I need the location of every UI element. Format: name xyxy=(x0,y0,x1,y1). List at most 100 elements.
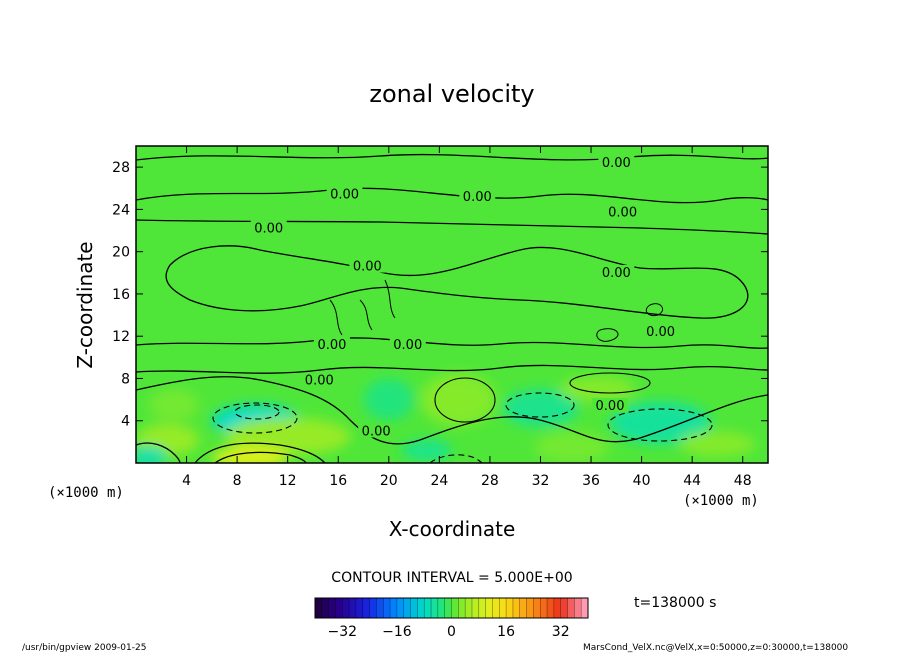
colorbar-cell xyxy=(362,598,371,618)
colorbar-cell xyxy=(519,598,528,618)
contour-label: 0.00 xyxy=(317,338,346,353)
contour-label-bg xyxy=(598,264,635,279)
contour-line-negative xyxy=(505,392,575,418)
contour-label-bg xyxy=(326,186,363,201)
colorbar-cell xyxy=(526,598,534,618)
colorbar-cell xyxy=(328,598,337,618)
colorbar-cell xyxy=(424,598,432,618)
plot-area: 0.00 0.00 0.00 0.00 0.00 0.00 0.00 0.00 0.00 0.00… xyxy=(135,145,769,464)
colorbar-cell xyxy=(547,598,555,618)
y-tick-label: 4 xyxy=(121,414,130,430)
colorbar-cell xyxy=(560,598,569,618)
x-tick-label: 48 xyxy=(734,473,752,489)
contour-label: 0.00 xyxy=(305,374,334,389)
colorbar-cell xyxy=(485,598,494,618)
x-tick-label: 12 xyxy=(279,473,297,489)
colorbar-cell xyxy=(403,598,412,618)
colorbar-cell xyxy=(321,598,330,618)
colorbar-tick-label: 16 xyxy=(497,624,515,640)
colorbar-tick-label: 0 xyxy=(447,624,456,640)
contour-line xyxy=(214,451,307,463)
field-region xyxy=(401,439,452,461)
contour-label: 0.00 xyxy=(602,266,631,281)
contour-line-negative xyxy=(234,404,280,420)
colorbar-cell xyxy=(553,598,562,618)
contour-label-bg xyxy=(349,258,386,273)
field-region xyxy=(148,389,200,421)
contour-line xyxy=(434,377,496,423)
contour-label: 0.00 xyxy=(608,206,637,221)
x-tick-label: 4 xyxy=(182,473,191,489)
field-region xyxy=(534,431,610,463)
y-tick-label: 28 xyxy=(112,160,130,176)
x-axis-label: X-coordinate xyxy=(389,517,516,541)
x-tick-label: 40 xyxy=(633,473,651,489)
colorbar-cell xyxy=(581,598,589,618)
colorbar-cell xyxy=(533,598,541,618)
colorbar-cell xyxy=(315,598,323,618)
field-region xyxy=(224,417,351,456)
contour-label-bg xyxy=(459,188,496,203)
contour-line-negative xyxy=(607,408,713,442)
colorbar-cell xyxy=(410,598,418,618)
colorbar-tick-label: −32 xyxy=(328,624,358,640)
contour-label: 0.00 xyxy=(362,424,391,439)
contour-label-bg xyxy=(301,372,338,387)
colorbar-cell xyxy=(349,598,357,618)
footer-left: /usr/bin/gpview 2009-01-25 xyxy=(22,643,146,653)
contour-label-bg xyxy=(592,398,628,413)
colorbar-cell xyxy=(512,598,521,618)
field-region xyxy=(610,401,712,444)
contour-label-bg xyxy=(642,324,679,339)
colorbar-tick-label: −16 xyxy=(382,624,412,640)
field-region xyxy=(420,373,497,427)
contour-label-bg xyxy=(389,336,426,351)
contour-line xyxy=(194,442,326,463)
contour-line xyxy=(136,153,768,161)
contour-label-bg xyxy=(604,204,641,219)
field-region xyxy=(679,431,756,457)
colorbar-cell xyxy=(478,598,487,618)
y-tick-label: 16 xyxy=(112,287,130,303)
contour-label: 0.00 xyxy=(463,190,492,205)
time-text: t=138000 s xyxy=(634,595,716,611)
colorbar-cell xyxy=(567,598,575,618)
colorbar-cell xyxy=(506,598,514,618)
colorbar-cell xyxy=(396,598,405,618)
contour-label-bg xyxy=(250,220,287,235)
colorbar-cell xyxy=(390,598,398,618)
field-region xyxy=(136,446,168,463)
x-unit-left: (×1000 m) xyxy=(48,485,124,501)
colorbar-cell xyxy=(431,598,439,618)
contour-line xyxy=(136,337,768,349)
x-tick-label: 16 xyxy=(329,473,347,489)
y-axis-label: Z-coordinate xyxy=(73,241,97,368)
colorbar-frame xyxy=(314,597,589,619)
contour-line xyxy=(596,303,663,342)
x-tick-label: 32 xyxy=(532,473,550,489)
contour-label: 0.00 xyxy=(646,325,675,340)
field-region xyxy=(211,447,288,463)
colorbar-cell xyxy=(383,598,391,618)
contour-labels: 0.00 0.00 0.00 0.00 0.00 0.00 0.00 0.00 0.00 0.00… xyxy=(250,155,679,439)
x-tick-label: 24 xyxy=(430,473,448,489)
x-tick-label: 44 xyxy=(683,473,701,489)
colorbar-cell xyxy=(376,598,384,618)
colorbar-cell xyxy=(465,598,473,618)
contour-label-bg xyxy=(358,423,395,438)
colorbar-cell xyxy=(492,598,500,618)
x-tick-label: 28 xyxy=(481,473,499,489)
contour-label: 0.00 xyxy=(330,188,359,203)
colorbar-cell xyxy=(437,598,446,618)
contour-interval-text: CONTOUR INTERVAL = 5.000E+00 xyxy=(331,570,572,586)
contour-label-bg xyxy=(598,155,635,170)
contour-line xyxy=(136,364,768,374)
colorbar-cell xyxy=(335,598,343,618)
colorbar-cell xyxy=(342,598,350,618)
contour-line xyxy=(136,442,181,463)
y-tick-label: 24 xyxy=(112,202,130,218)
colorbar-cell xyxy=(417,598,425,618)
colorbar-cell xyxy=(471,598,480,618)
colorbar-cell xyxy=(574,598,582,618)
